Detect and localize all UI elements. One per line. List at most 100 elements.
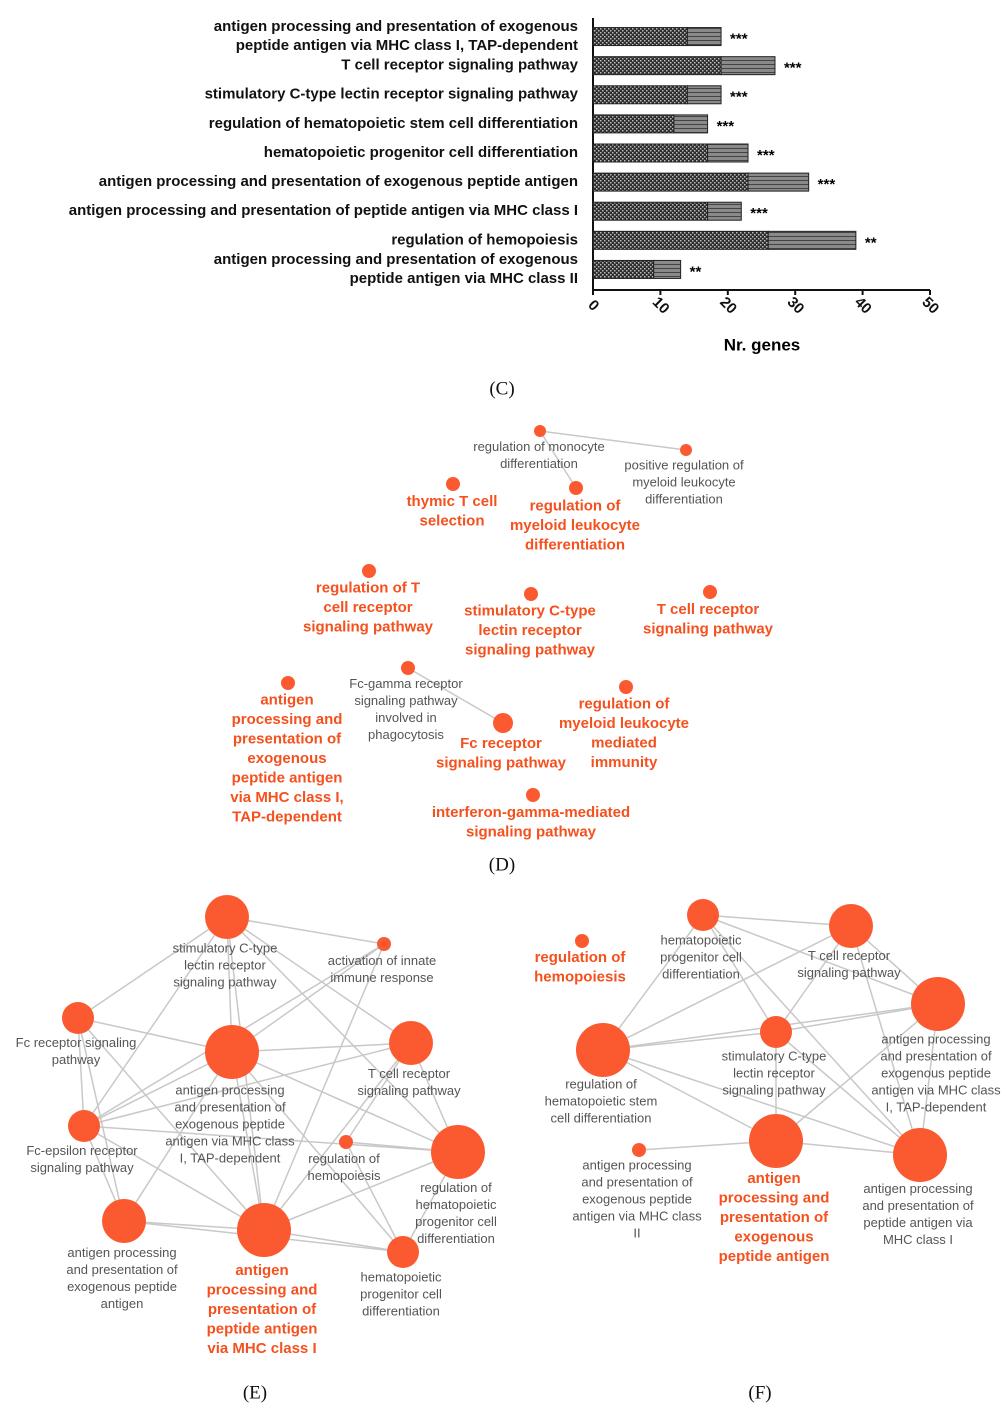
- node-label: and presentation of: [880, 1048, 992, 1063]
- x-tick-label: 50: [918, 294, 942, 318]
- bar-segment: [767, 230, 857, 250]
- x-tick-label: 40: [851, 294, 875, 318]
- node-label: hematopoietic stem: [545, 1093, 658, 1108]
- node: [68, 1110, 100, 1142]
- bar-segment: [592, 114, 675, 134]
- node: [524, 587, 538, 601]
- node-label: presentation of: [720, 1209, 829, 1226]
- node-label: peptide antigen: [719, 1248, 830, 1265]
- node-label: exogenous peptide: [582, 1191, 692, 1206]
- node-label: antigen: [260, 691, 313, 708]
- node-label: stimulatory C-type: [173, 940, 278, 955]
- node-label: antigen processing: [175, 1082, 284, 1097]
- node-label: progenitor cell: [660, 949, 742, 964]
- bar-segment: [592, 230, 769, 250]
- node-label: regulation of: [579, 696, 671, 713]
- node-label: interferon-gamma-mediated: [432, 804, 630, 821]
- node: [387, 1236, 419, 1268]
- edge: [226, 916, 412, 1044]
- edge: [83, 916, 228, 1127]
- edge: [83, 1051, 233, 1127]
- node-label: and presentation of: [581, 1174, 693, 1189]
- bar-segment: [707, 143, 749, 163]
- node-label: differentiation: [417, 1231, 495, 1246]
- node-label: and presentation of: [862, 1198, 974, 1213]
- category-label: peptide antigen via MHC class I, TAP-dep…: [236, 37, 578, 54]
- edge: [77, 1017, 265, 1231]
- node-label: exogenous peptide: [881, 1065, 991, 1080]
- node-label: hematopoietic: [416, 1197, 497, 1212]
- bar-segment: [592, 85, 688, 105]
- x-tick-label: 0: [584, 297, 602, 315]
- edge: [231, 1051, 265, 1231]
- bar-segment: [592, 172, 749, 192]
- node-label: phagocytosis: [368, 727, 444, 742]
- significance: ***: [730, 31, 748, 48]
- node-label: exogenous peptide: [67, 1279, 177, 1294]
- node-label: myeloid leukocyte: [510, 517, 640, 534]
- node-label: T cell receptor: [657, 601, 760, 618]
- node: [569, 481, 583, 495]
- node-label: antigen processing: [881, 1031, 990, 1046]
- significance: **: [865, 234, 877, 251]
- bar-segment: [720, 56, 776, 76]
- bar-segment: [686, 27, 722, 47]
- node-label: and presentation of: [66, 1262, 178, 1277]
- node-label: antigen: [235, 1262, 288, 1279]
- node-label: presentation of: [233, 730, 342, 747]
- panel-label: (D): [489, 854, 515, 875]
- node-label: regulation of monocyte: [473, 439, 605, 454]
- node-label: involved in: [375, 710, 436, 725]
- node: [632, 1143, 646, 1157]
- edge: [702, 914, 777, 1033]
- node-label: antigen processing: [67, 1245, 176, 1260]
- node: [446, 477, 460, 491]
- node: [102, 1199, 146, 1243]
- node-label: immunity: [591, 754, 658, 771]
- node-label: pathway: [52, 1052, 101, 1067]
- edge: [231, 1051, 404, 1253]
- node: [401, 661, 415, 675]
- node-label: signaling pathway: [303, 618, 434, 635]
- node-label: antigen processing: [863, 1181, 972, 1196]
- node-label: peptide antigen: [232, 769, 343, 786]
- node-label: selection: [419, 513, 484, 530]
- node-label: differentiation: [525, 536, 625, 553]
- node-label: thymic T cell: [407, 493, 498, 510]
- node: [619, 680, 633, 694]
- significance: ***: [717, 118, 735, 135]
- x-tick-label: 10: [649, 294, 673, 318]
- edge: [226, 916, 459, 1153]
- node-label: presentation of: [208, 1301, 317, 1318]
- node: [760, 1016, 792, 1048]
- node-label: Fc receptor: [460, 735, 542, 752]
- node: [703, 585, 717, 599]
- node-label: Fc-gamma receptor: [349, 676, 463, 691]
- node: [377, 937, 391, 951]
- node-label: exogenous: [247, 750, 326, 767]
- bar-segment: [592, 56, 722, 76]
- node-label: hemopoiesis: [534, 969, 626, 986]
- significance: ***: [730, 89, 748, 106]
- node-label: and presentation of: [174, 1099, 286, 1114]
- edge: [231, 1051, 459, 1153]
- node-label: activation of innate: [328, 953, 436, 968]
- bar-segment: [747, 172, 810, 192]
- node-label: mediated: [591, 735, 657, 752]
- node-label: T cell receptor: [368, 1066, 451, 1081]
- node-label: via MHC class I: [207, 1340, 316, 1357]
- node-label: antigen: [101, 1296, 144, 1311]
- node-label: signaling pathway: [30, 1160, 134, 1175]
- node-label: cell receptor: [323, 599, 412, 616]
- node: [534, 425, 546, 437]
- node-label: Fc receptor signaling: [16, 1035, 137, 1050]
- edge: [702, 914, 939, 1005]
- bar-segment: [592, 27, 688, 47]
- node-label: signaling pathway: [357, 1083, 461, 1098]
- node-label: antigen via MHC class: [572, 1208, 702, 1223]
- node: [829, 904, 873, 948]
- edge: [83, 1125, 459, 1153]
- edge: [602, 925, 852, 1051]
- node: [680, 444, 692, 456]
- category-label: antigen processing and presentation of e…: [214, 251, 578, 268]
